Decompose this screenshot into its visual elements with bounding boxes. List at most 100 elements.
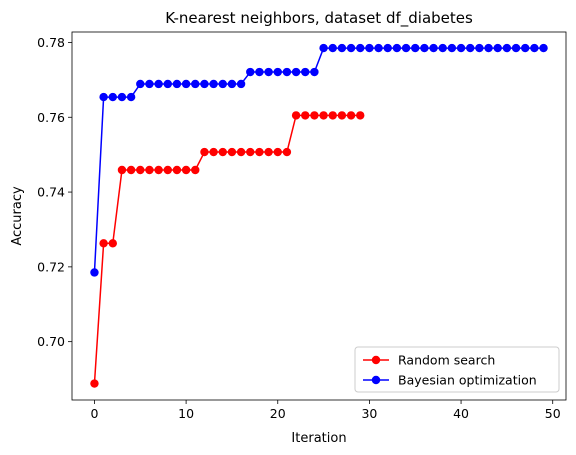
data-point: [502, 43, 512, 53]
data-point: [154, 165, 163, 175]
legend: Random search Bayesian optimization: [354, 346, 560, 393]
data-point: [411, 43, 420, 53]
data-point: [356, 111, 365, 120]
data-point: [383, 43, 392, 53]
data-point: [493, 43, 502, 53]
data-point: [145, 165, 154, 175]
data-point: [511, 43, 521, 53]
x-axis-label: Iteration: [291, 431, 346, 446]
data-point: [420, 43, 429, 53]
data-point: [438, 43, 447, 53]
data-point: [126, 92, 136, 102]
data-point: [145, 79, 154, 89]
data-point: [191, 165, 200, 175]
data-point: [346, 111, 356, 120]
data-point: [429, 43, 438, 53]
data-point: [484, 43, 493, 53]
data-point: [136, 79, 145, 89]
data-point: [227, 147, 237, 157]
data-point: [539, 43, 548, 53]
data-point: [264, 147, 273, 157]
y-tick-label: 0.74: [37, 185, 65, 200]
data-point: [200, 79, 209, 89]
data-point: [181, 79, 191, 89]
data-point: [163, 165, 172, 175]
data-point: [163, 79, 172, 89]
data-point: [236, 147, 246, 157]
y-tick-label: 0.78: [37, 35, 65, 50]
data-point: [346, 43, 356, 53]
data-point: [530, 43, 539, 53]
data-point: [117, 92, 127, 102]
data-point: [126, 165, 136, 175]
data-point: [328, 111, 337, 120]
data-point: [209, 79, 218, 89]
data-point: [136, 165, 145, 175]
data-point: [99, 239, 108, 248]
data-point: [310, 111, 319, 120]
data-point: [264, 67, 273, 77]
chart-title: K-nearest neighbors, dataset df_diabetes: [165, 9, 473, 28]
data-point: [273, 147, 282, 157]
x-tick-label: 30: [361, 406, 377, 421]
y-tick-label: 0.70: [37, 334, 65, 349]
data-point: [227, 79, 237, 89]
data-point: [301, 67, 310, 77]
data-point: [456, 43, 466, 53]
data-point: [181, 165, 191, 175]
data-point: [282, 67, 292, 77]
series-line-0: [93, 114, 361, 384]
data-point: [246, 147, 255, 157]
plot-area: 0 10 20 30 40 50 0.70 0.72 0.74 0.76 0.78: [37, 31, 567, 421]
y-tick-label: 0.72: [37, 259, 65, 274]
data-point: [301, 111, 310, 120]
data-point: [172, 165, 182, 175]
x-tick-label: 0: [90, 406, 98, 421]
legend-box: [354, 346, 560, 393]
data-point: [218, 147, 227, 157]
data-point: [319, 111, 328, 120]
data-point: [246, 67, 255, 77]
data-point: [108, 239, 117, 248]
data-point: [374, 43, 383, 53]
data-point: [447, 43, 457, 53]
data-point: [337, 43, 347, 53]
data-point: [392, 43, 402, 53]
data-point: [218, 79, 227, 89]
data-point: [172, 79, 182, 89]
data-point: [108, 92, 117, 102]
x-tick-label: 40: [453, 406, 469, 421]
legend-label: Bayesian optimization: [398, 373, 537, 388]
data-point: [337, 111, 347, 120]
data-point: [291, 111, 301, 120]
y-axis-label: Accuracy: [10, 186, 25, 246]
data-point: [365, 43, 374, 53]
x-tick-label: 50: [545, 406, 561, 421]
legend-marker: [371, 375, 381, 385]
data-point: [401, 43, 411, 53]
data-point: [475, 43, 484, 53]
data-point: [117, 165, 127, 175]
data-point: [466, 43, 475, 53]
data-point: [356, 43, 365, 53]
data-point: [200, 147, 209, 157]
data-point: [191, 79, 200, 89]
data-point: [90, 268, 99, 277]
data-point: [291, 67, 301, 77]
data-point: [521, 43, 530, 53]
data-point: [90, 379, 99, 388]
plot-frame: [71, 31, 567, 401]
data-point: [310, 67, 319, 77]
data-point: [236, 79, 246, 89]
legend-label: Random search: [398, 353, 495, 368]
data-point: [255, 147, 264, 157]
data-point: [99, 92, 108, 102]
data-point: [255, 67, 264, 77]
data-point: [319, 43, 328, 53]
data-point: [282, 147, 292, 157]
data-point: [209, 147, 218, 157]
data-point: [273, 67, 282, 77]
x-tick-label: 10: [178, 406, 194, 421]
